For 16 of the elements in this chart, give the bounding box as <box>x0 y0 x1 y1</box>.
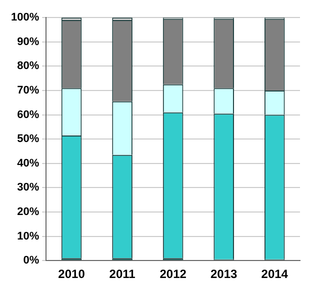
y-tick-label: 40% <box>17 157 40 170</box>
x-tick-label: 2013 <box>210 267 238 282</box>
x-tick-label: 2011 <box>109 267 136 282</box>
y-tick-label: 20% <box>17 206 40 218</box>
x-tick-label: 2012 <box>160 267 187 282</box>
y-tick-label: 100% <box>10 12 40 24</box>
y-tick-label: 50% <box>17 133 40 146</box>
y-tick-label: 70% <box>17 84 40 97</box>
y-tick-label: 80% <box>17 60 40 72</box>
x-tick-label: 2010 <box>58 267 86 282</box>
y-tick-label: 0% <box>23 254 40 267</box>
y-tick-label: 60% <box>17 108 40 121</box>
y-tick-label: 30% <box>17 182 40 194</box>
y-tick-label: 90% <box>17 36 40 48</box>
y-tick-label: 10% <box>17 230 40 242</box>
x-tick-label: 2014 <box>261 267 288 282</box>
